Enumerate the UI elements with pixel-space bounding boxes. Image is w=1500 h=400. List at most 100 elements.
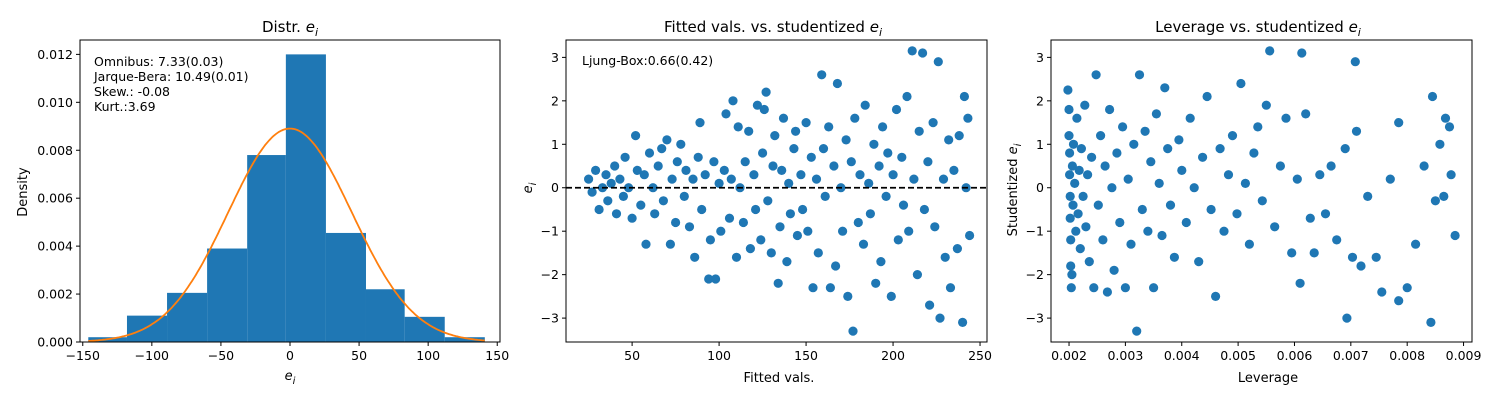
scatter-point — [751, 204, 761, 215]
scatter-point — [898, 200, 909, 210]
scatter-point — [1287, 248, 1297, 258]
scatter-point — [1198, 152, 1208, 162]
scatter-point — [610, 161, 620, 171]
x-tick-label: 0.007 — [1333, 348, 1369, 363]
scatter-point — [874, 161, 884, 171]
scatter-point — [860, 100, 870, 110]
scatter-point — [1084, 257, 1094, 267]
scatter-point — [952, 244, 963, 254]
y-tick-label: 0.002 — [37, 287, 73, 302]
y-tick-label: 2 — [1036, 93, 1044, 108]
scatter-point — [1093, 200, 1103, 210]
scatter-point — [1102, 287, 1112, 297]
scatter-point — [688, 174, 698, 184]
scatter-point — [959, 91, 970, 102]
x-tick-label: −50 — [208, 348, 234, 363]
fitted-scatter-x-axis-label: Fitted vals. — [744, 371, 815, 386]
scatter-point — [1163, 144, 1173, 154]
y-tick-label: 0.012 — [37, 47, 73, 62]
x-tick-label: 0.006 — [1277, 348, 1313, 363]
x-tick-label: 0 — [286, 348, 294, 363]
scatter-point — [721, 109, 731, 119]
scatter-point — [909, 174, 919, 184]
scatter-point — [893, 235, 903, 245]
scatter-point — [1253, 122, 1263, 132]
histogram-stat-annotation: Jarque-Bera: 10.49(0.01) — [93, 69, 249, 84]
scatter-point — [1098, 235, 1108, 245]
scatter-point — [1064, 104, 1074, 115]
scatter-point — [1076, 144, 1086, 154]
scatter-point — [820, 191, 830, 201]
scatter-point — [1081, 222, 1091, 232]
y-tick-label: 0.000 — [37, 335, 73, 350]
y-tick-label: 1 — [1036, 137, 1044, 152]
scatter-point — [697, 204, 707, 215]
scatter-point — [671, 217, 681, 228]
y-tick-label: −1 — [1026, 224, 1044, 239]
scatter-point — [1394, 118, 1404, 128]
leverage-scatter-y-axis-label: Studentized ei — [1006, 143, 1024, 236]
scatter-point — [811, 174, 822, 184]
scatter-point — [1419, 161, 1429, 171]
scatter-point — [738, 217, 749, 228]
scatter-point — [657, 144, 667, 154]
scatter-point — [1115, 217, 1125, 228]
y-tick-label: 3 — [1036, 50, 1044, 65]
x-tick-label: 50 — [624, 348, 640, 363]
ljung-box-annotation: Ljung-Box:0.66(0.42) — [582, 53, 713, 68]
scatter-point — [1149, 283, 1159, 293]
scatter-point — [1444, 122, 1455, 132]
scatter-point — [1075, 244, 1085, 254]
scatter-point — [843, 291, 853, 301]
scatter-point — [871, 278, 881, 288]
fitted-scatter-y-axis-label: ei — [521, 182, 539, 193]
scatter-point — [1083, 170, 1093, 180]
leverage-scatter-plot-area: 0.002 0.003 0.004 0.005 0.006 0.007 0.008 0.009… — [1026, 39, 1481, 363]
scatter-point — [1129, 139, 1139, 149]
scatter-point — [1295, 278, 1305, 288]
scatter-point — [1064, 131, 1074, 141]
scatter-point — [1340, 144, 1350, 154]
scatter-point — [958, 317, 968, 327]
scatter-point — [878, 122, 888, 132]
scatter-point — [1105, 104, 1115, 115]
scatter-point — [632, 165, 642, 175]
y-tick-label: 0.006 — [37, 191, 73, 206]
scatter-point — [965, 230, 975, 241]
scatter-point — [594, 204, 604, 215]
scatter-point — [1089, 283, 1099, 293]
scatter-point — [756, 235, 766, 245]
scatter-point — [775, 222, 785, 232]
scatter-point — [824, 122, 834, 132]
scatter-point — [963, 113, 973, 123]
scatter-point — [681, 165, 691, 175]
scatter-point — [644, 148, 655, 158]
fitted-scatter-title: Fitted vals. vs. studentized ei — [664, 18, 882, 39]
scatter-point — [945, 283, 956, 293]
scatter-point — [758, 148, 768, 158]
scatter-point — [1194, 257, 1204, 267]
scatter-point — [1118, 122, 1128, 132]
scatter-point — [1063, 85, 1073, 95]
scatter-point — [888, 170, 898, 180]
x-tick-label: 100 — [707, 348, 731, 363]
x-tick-label: −150 — [66, 348, 100, 363]
x-tick-label: −100 — [135, 348, 169, 363]
y-tick-label: −2 — [1026, 267, 1044, 282]
scatter-point — [631, 131, 641, 141]
scatter-point — [679, 191, 689, 201]
scatter-point — [1070, 178, 1080, 188]
histogram-plot-area: −150 −100 −50 0 50 100 150 0.000 0.002 0.004 0.006… — [37, 39, 509, 363]
y-tick-label: 2 — [551, 93, 559, 108]
scatter-point — [848, 326, 858, 336]
y-tick-label: 1 — [551, 137, 559, 152]
scatter-point — [615, 174, 625, 184]
plot-frame — [1050, 39, 1473, 343]
x-tick-label: 250 — [968, 348, 992, 363]
scatter-point — [1177, 165, 1187, 175]
scatter-point — [672, 157, 682, 167]
scatter-point — [618, 191, 629, 201]
scatter-point — [876, 257, 886, 267]
scatter-point — [1132, 326, 1142, 336]
scatter-point — [881, 191, 891, 201]
